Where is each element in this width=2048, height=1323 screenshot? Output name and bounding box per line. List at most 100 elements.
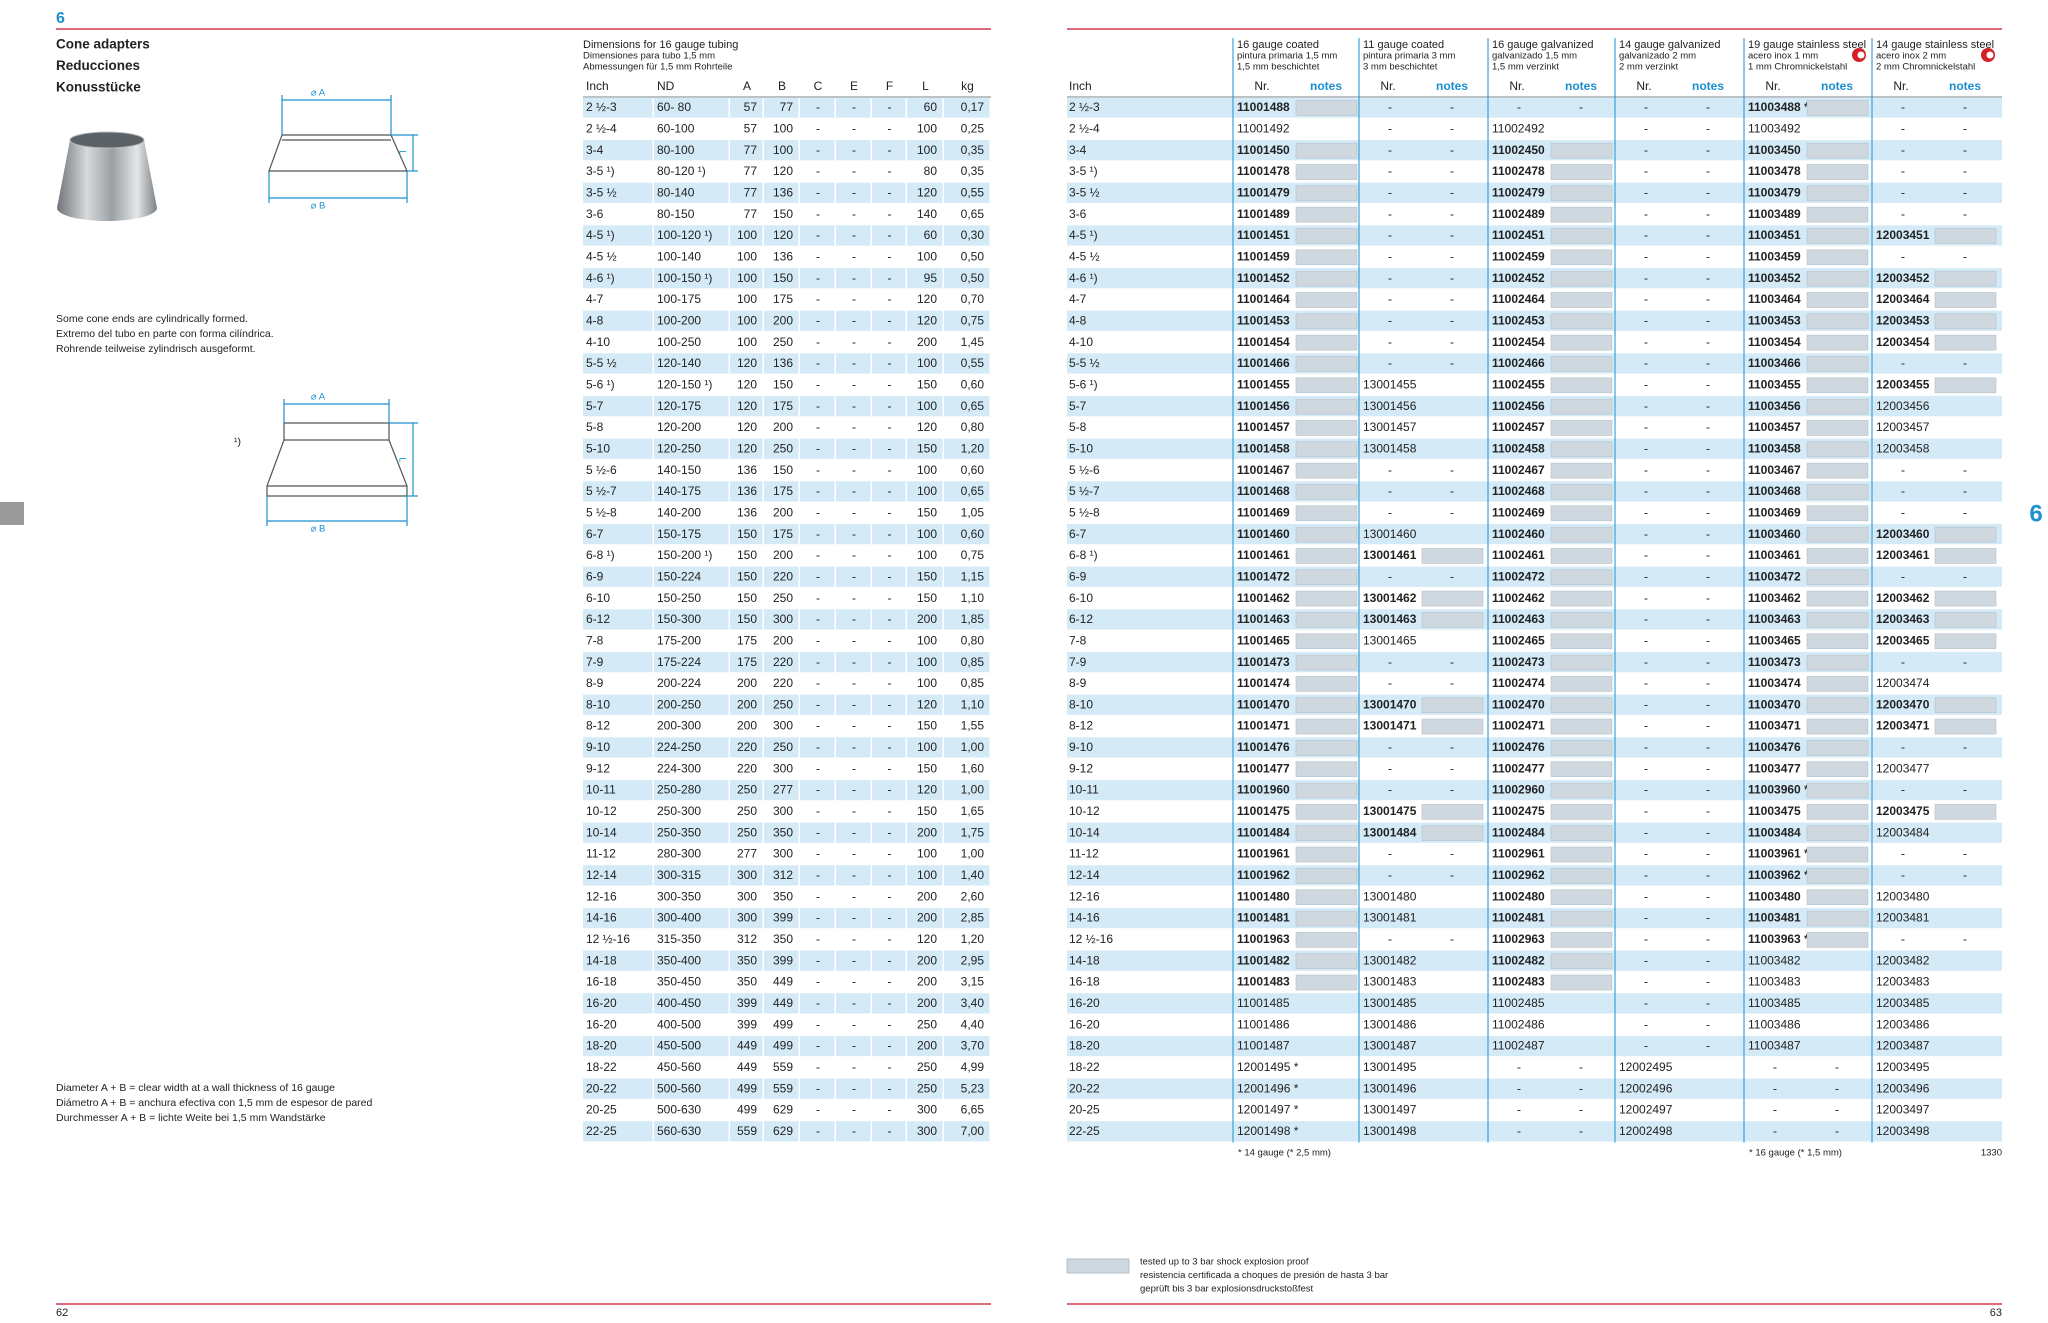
cell-text: 1,10	[961, 697, 985, 711]
cell-text: -	[852, 1124, 856, 1138]
cell-text: 11002479	[1492, 185, 1545, 199]
cell-text: 11003487	[1748, 1039, 1801, 1053]
cell-text: 11003488 *	[1748, 100, 1809, 114]
cell-text: 4,99	[961, 1060, 985, 1074]
note-text: -	[1706, 996, 1710, 1010]
note: Some cone ends are cylindrically formed.	[56, 313, 248, 325]
cell-text: 150	[773, 463, 793, 477]
cell-text: 150-300	[657, 612, 701, 626]
note-text: -	[1963, 100, 1967, 114]
tested-mark	[1295, 825, 1358, 842]
cell-text: -	[816, 591, 820, 605]
footnote: * 16 gauge (* 1,5 mm)	[1749, 1148, 1842, 1159]
cell-text: -	[816, 804, 820, 818]
cell-text: 200	[917, 335, 937, 349]
cell	[872, 417, 906, 438]
cell	[836, 203, 871, 225]
cell-text: 1,10	[961, 591, 985, 605]
cell-text: 11003454	[1748, 335, 1801, 349]
cell	[764, 886, 799, 907]
note-text: -	[1450, 271, 1454, 285]
cell-text: 8-9	[586, 676, 604, 690]
cell	[836, 459, 871, 481]
cell	[944, 950, 990, 971]
tested-mark	[1550, 420, 1613, 436]
cell-text: 18-20	[1069, 1039, 1100, 1053]
note-text: -	[1963, 569, 1967, 583]
cell-text: -	[816, 1124, 820, 1138]
cell-text: 315-350	[657, 932, 701, 946]
cell	[872, 1099, 906, 1121]
tested-mark	[1295, 676, 1358, 692]
cell	[836, 715, 871, 737]
tested-mark	[1806, 697, 1869, 714]
note-text: -	[1450, 761, 1454, 775]
cell-text: -	[852, 761, 856, 775]
cell	[800, 1078, 835, 1099]
cell	[944, 139, 990, 161]
cell-text: 136	[737, 505, 757, 519]
cell-text: -	[1901, 122, 1905, 136]
cell-text: 11001963	[1237, 932, 1290, 946]
cell-text: -	[1388, 271, 1392, 285]
note-text: -	[1706, 783, 1710, 797]
cell-text: -	[1388, 505, 1392, 519]
cell-text: 4-6 ¹)	[586, 271, 615, 285]
tested-mark	[1806, 676, 1869, 692]
cell-text: 200	[917, 612, 937, 626]
cell-text: 200	[773, 548, 793, 562]
cell	[944, 331, 990, 353]
cell-text: 120	[773, 228, 793, 242]
tested-mark	[1806, 505, 1869, 522]
cell-text: 0,25	[961, 122, 985, 136]
cell	[764, 118, 799, 139]
cell-text: -	[1901, 100, 1905, 114]
cell-text: 5 ½-8	[1069, 505, 1100, 519]
cell	[872, 395, 906, 417]
cell-text: 11002961	[1492, 847, 1545, 861]
cell	[583, 587, 653, 609]
cell-text: 12 ½-16	[1069, 932, 1113, 946]
cell	[730, 758, 763, 779]
cell-text: -	[852, 185, 856, 199]
cell-text: 11003470	[1748, 697, 1801, 711]
cell	[907, 566, 943, 587]
cell-text: -	[888, 1124, 892, 1138]
cell-text: 559	[773, 1081, 793, 1095]
note-text: -	[1706, 313, 1710, 327]
cell-text: -	[888, 1017, 892, 1031]
cell	[944, 929, 990, 950]
cell	[944, 417, 990, 438]
note-text: -	[1706, 612, 1710, 626]
cell	[583, 374, 653, 395]
tested-mark	[1421, 590, 1484, 607]
cell-text: 150-200 ¹)	[657, 548, 712, 562]
tested-mark	[1295, 185, 1358, 202]
cell	[836, 310, 871, 331]
cell-text: 11002461	[1492, 548, 1545, 562]
cell-text: 250-300	[657, 804, 701, 818]
cell-text: -	[888, 1060, 892, 1074]
note-text: -	[1706, 505, 1710, 519]
cell-text: 150	[737, 548, 757, 562]
cell-text: 20-25	[1069, 1103, 1100, 1117]
cell-text: 11002472	[1492, 569, 1545, 583]
cell	[654, 182, 729, 203]
cell	[654, 993, 729, 1014]
cell	[764, 971, 799, 993]
note-text: -	[1835, 1081, 1839, 1095]
cell	[583, 822, 653, 843]
cell	[764, 1078, 799, 1099]
cell	[944, 1121, 990, 1142]
cell-text: 7-9	[586, 655, 604, 669]
cell-text: 13001460	[1363, 527, 1417, 541]
note: Diameter A + B = clear width at a wall t…	[56, 1082, 335, 1094]
cell-text: 12003451	[1876, 228, 1930, 242]
column-header: A	[743, 79, 751, 93]
cell-text: -	[888, 591, 892, 605]
cell-text: -	[852, 569, 856, 583]
note-text: -	[1450, 228, 1454, 242]
cell	[907, 822, 943, 843]
cell-text: -	[852, 932, 856, 946]
column-header: F	[886, 79, 893, 93]
